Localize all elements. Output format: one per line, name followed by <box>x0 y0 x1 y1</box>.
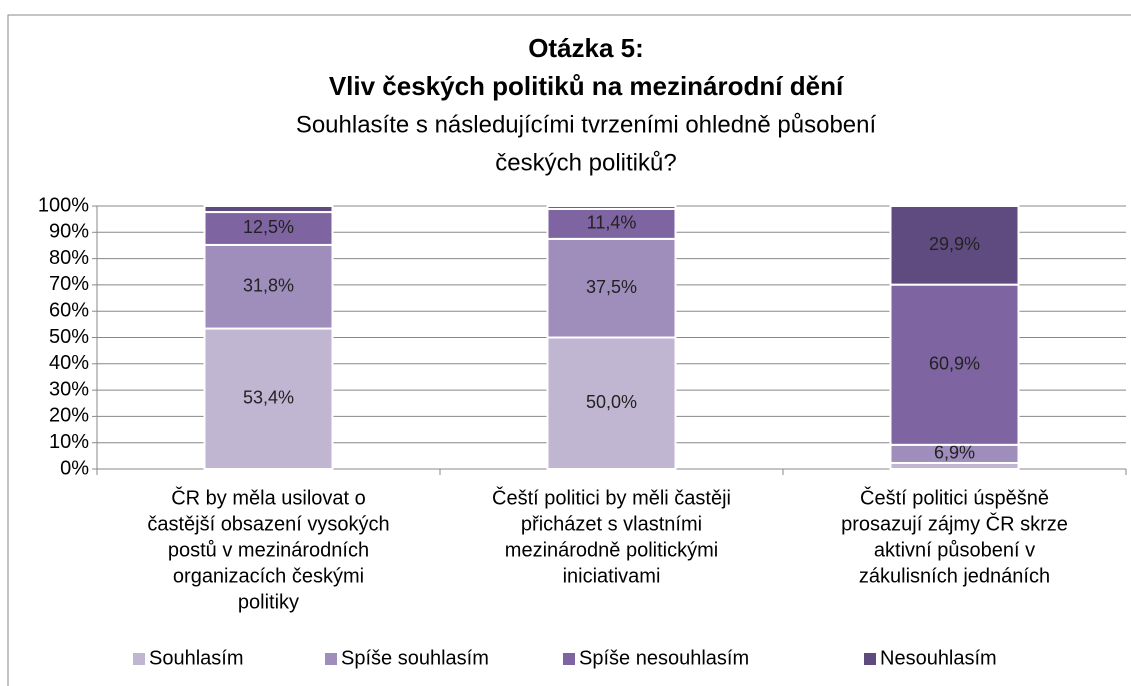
y-tick-label: 20% <box>49 405 89 427</box>
y-tick-label: 70% <box>49 273 89 295</box>
legend-swatch <box>325 653 337 665</box>
y-tick-label: 80% <box>49 247 89 269</box>
bar-segment <box>203 211 334 246</box>
x-tick-label: organizacích českými <box>173 565 364 587</box>
data-label: 12,5% <box>243 217 294 237</box>
bar-segment <box>203 243 334 330</box>
data-label: 29,9% <box>929 234 980 254</box>
x-tick-label: mezinárodně politickými <box>505 539 718 561</box>
x-tick-label: častější obsazení vysokých <box>147 513 389 535</box>
y-tick-label: 0% <box>60 457 89 479</box>
bar-segment <box>546 205 677 210</box>
bar-segment <box>889 283 1020 446</box>
legend-label: Spíše souhlasím <box>341 647 489 669</box>
y-tick-label: 50% <box>49 326 89 348</box>
x-tick-label: Čeští politici by měli častěji <box>492 486 731 509</box>
x-tick-label: ČR by měla usilovat o <box>171 486 366 509</box>
data-label: 50,0% <box>586 392 637 412</box>
x-tick-label: Čeští politici úspěšně <box>860 486 1049 509</box>
data-label: 60,9% <box>929 353 980 373</box>
x-tick-label: iniciativami <box>563 565 661 587</box>
chart-title: Otázka 5: <box>528 33 644 63</box>
chart-subtitle: českých politiků? <box>495 149 676 176</box>
data-label: 6,9% <box>934 443 975 463</box>
legend-swatch <box>864 653 876 665</box>
bar-segment <box>546 237 677 339</box>
bar-segment <box>546 207 677 240</box>
y-tick-label: 100% <box>38 194 89 216</box>
chart-subtitle: Souhlasíte s následujícími tvrzeními ohl… <box>296 111 877 138</box>
x-tick-label: zákulisních jednáních <box>859 565 1050 587</box>
x-tick-label: aktivní působení v <box>874 539 1035 561</box>
y-tick-label: 40% <box>49 352 89 374</box>
data-label: 11,4% <box>587 213 637 233</box>
data-label: 53,4% <box>243 388 294 408</box>
x-tick-label: politiky <box>238 591 299 613</box>
legend-label: Souhlasím <box>149 647 244 669</box>
chart-title: Vliv českých politiků na mezinárodní děn… <box>329 71 844 101</box>
y-tick-label: 30% <box>49 378 89 400</box>
bar-segment <box>546 336 677 470</box>
x-tick-label: prosazují zájmy ČR skrze <box>841 512 1068 535</box>
y-tick-label: 10% <box>49 431 89 453</box>
legend-label: Spíše nesouhlasím <box>579 647 749 669</box>
y-tick-label: 90% <box>49 221 89 243</box>
legend-swatch <box>563 653 575 665</box>
legend-swatch <box>133 653 145 665</box>
legend-label: Nesouhlasím <box>880 647 997 669</box>
x-tick-label: postů v mezinárodních <box>168 539 369 561</box>
y-tick-label: 60% <box>49 299 89 321</box>
bar-segment <box>203 327 334 471</box>
data-label: 37,5% <box>586 277 637 297</box>
bar-segment <box>889 205 1020 286</box>
data-label: 31,8% <box>243 275 294 295</box>
x-tick-label: přicházet s vlastními <box>521 513 702 535</box>
bar-segment <box>203 205 334 214</box>
